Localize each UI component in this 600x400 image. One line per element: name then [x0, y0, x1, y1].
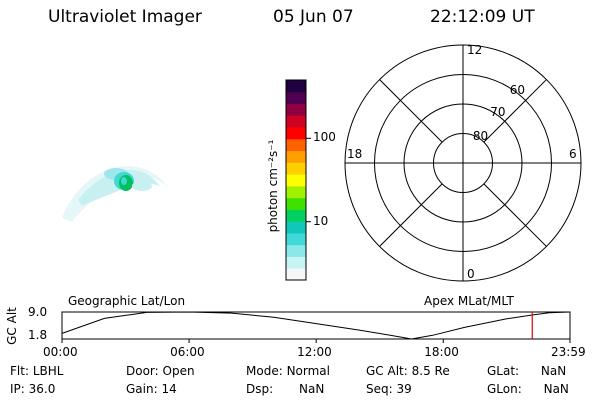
status-ip-value: 36.0 — [28, 382, 56, 396]
status-dsp: Dsp: NaN — [246, 382, 325, 396]
colorbar-cell — [286, 244, 306, 257]
orbit-xtick-label: 18:00 — [424, 345, 459, 359]
status-glon-value: NaN — [543, 382, 569, 396]
colorbar-frame — [285, 79, 307, 281]
status-flt-value: LBHL — [32, 364, 64, 378]
mlt-radial-line — [379, 183, 443, 247]
colorbar-cell — [286, 209, 306, 222]
status-gcalt: GC Alt: 8.5 Re — [366, 364, 450, 378]
colorbar-tick-label: 10 — [313, 213, 329, 228]
colorbar-cell — [286, 138, 306, 152]
status-gcalt-value: 8.5 Re — [411, 364, 450, 378]
colorbar-cell — [286, 162, 306, 175]
orbit-xtick-label: 06:00 — [170, 345, 205, 359]
colorbar-cell — [286, 185, 306, 199]
polar-plot — [344, 44, 582, 282]
colorbar-cell — [286, 91, 306, 105]
colorbar-tick-label: 100 — [313, 130, 336, 145]
status-gain-value: 14 — [161, 382, 177, 396]
mlt-label: 0 — [467, 267, 475, 281]
colorbar-cell — [286, 103, 306, 116]
colorbar-cell — [286, 174, 306, 187]
status-glat-value: NaN — [540, 364, 567, 378]
mlat-label: 70 — [490, 104, 506, 119]
status-seq: Seq: 39 — [366, 382, 412, 396]
colorbar-cell — [286, 150, 306, 163]
status-dsp-value: NaN — [298, 382, 325, 396]
mlt-radial-line — [379, 79, 443, 143]
mlt-label: 12 — [467, 43, 483, 57]
auroral-image — [62, 166, 170, 222]
status-gain: Gain: 14 — [126, 382, 177, 396]
orbit-ytick-bottom: 1.8 — [28, 328, 48, 342]
mlt-radial-line — [483, 183, 547, 247]
status-glat: GLat: NaN — [487, 364, 567, 378]
colorbar — [285, 79, 311, 281]
colorbar-cell — [286, 80, 306, 93]
orbit-ylabel: GC Alt — [5, 307, 19, 345]
orbit-panel — [61, 311, 571, 343]
orbit-xtick-label: 12:00 — [297, 345, 332, 359]
orbit-xtick-label: 00:00 — [43, 345, 78, 359]
orbit-right-title: Apex MLat/MLT — [424, 294, 514, 308]
mlt-label: 18 — [347, 147, 363, 161]
status-door-value: Open — [162, 364, 195, 378]
mlt-radial-line — [483, 79, 547, 143]
colorbar-cell — [286, 127, 306, 140]
status-ip: IP: 36.0 — [10, 382, 56, 396]
colorbar-cell — [286, 115, 306, 128]
mlat-label: 80 — [472, 128, 489, 143]
status-seq-value: 39 — [396, 382, 412, 396]
colorbar-cell — [286, 221, 306, 234]
instrument-title: Ultraviolet Imager — [48, 7, 202, 27]
altitude-curve — [61, 311, 571, 340]
status-glon: GLon: NaN — [487, 382, 569, 396]
colorbar-cell — [286, 256, 306, 269]
orbit-frame — [61, 311, 571, 340]
status-flt: Flt: LBHL — [10, 364, 64, 378]
colorbar-cell — [286, 268, 306, 281]
orbit-left-title: Geographic Lat/Lon — [68, 294, 186, 308]
time-label: 22:12:09 UT — [430, 7, 535, 27]
mlat-label: 60 — [509, 82, 526, 97]
date-label: 05 Jun 07 — [273, 7, 354, 27]
status-mode: Mode: Normal — [246, 364, 330, 378]
status-mode-value: Normal — [286, 364, 330, 378]
orbit-xtick-label: 23:59 — [551, 345, 586, 359]
orbit-ytick-top: 9.0 — [28, 305, 48, 319]
colorbar-label: photon cm⁻²s⁻¹ — [266, 139, 280, 233]
status-door: Door: Open — [126, 364, 195, 378]
colorbar-cell — [286, 232, 306, 246]
colorbar-cell — [286, 197, 306, 210]
mlt-label: 6 — [569, 147, 577, 161]
